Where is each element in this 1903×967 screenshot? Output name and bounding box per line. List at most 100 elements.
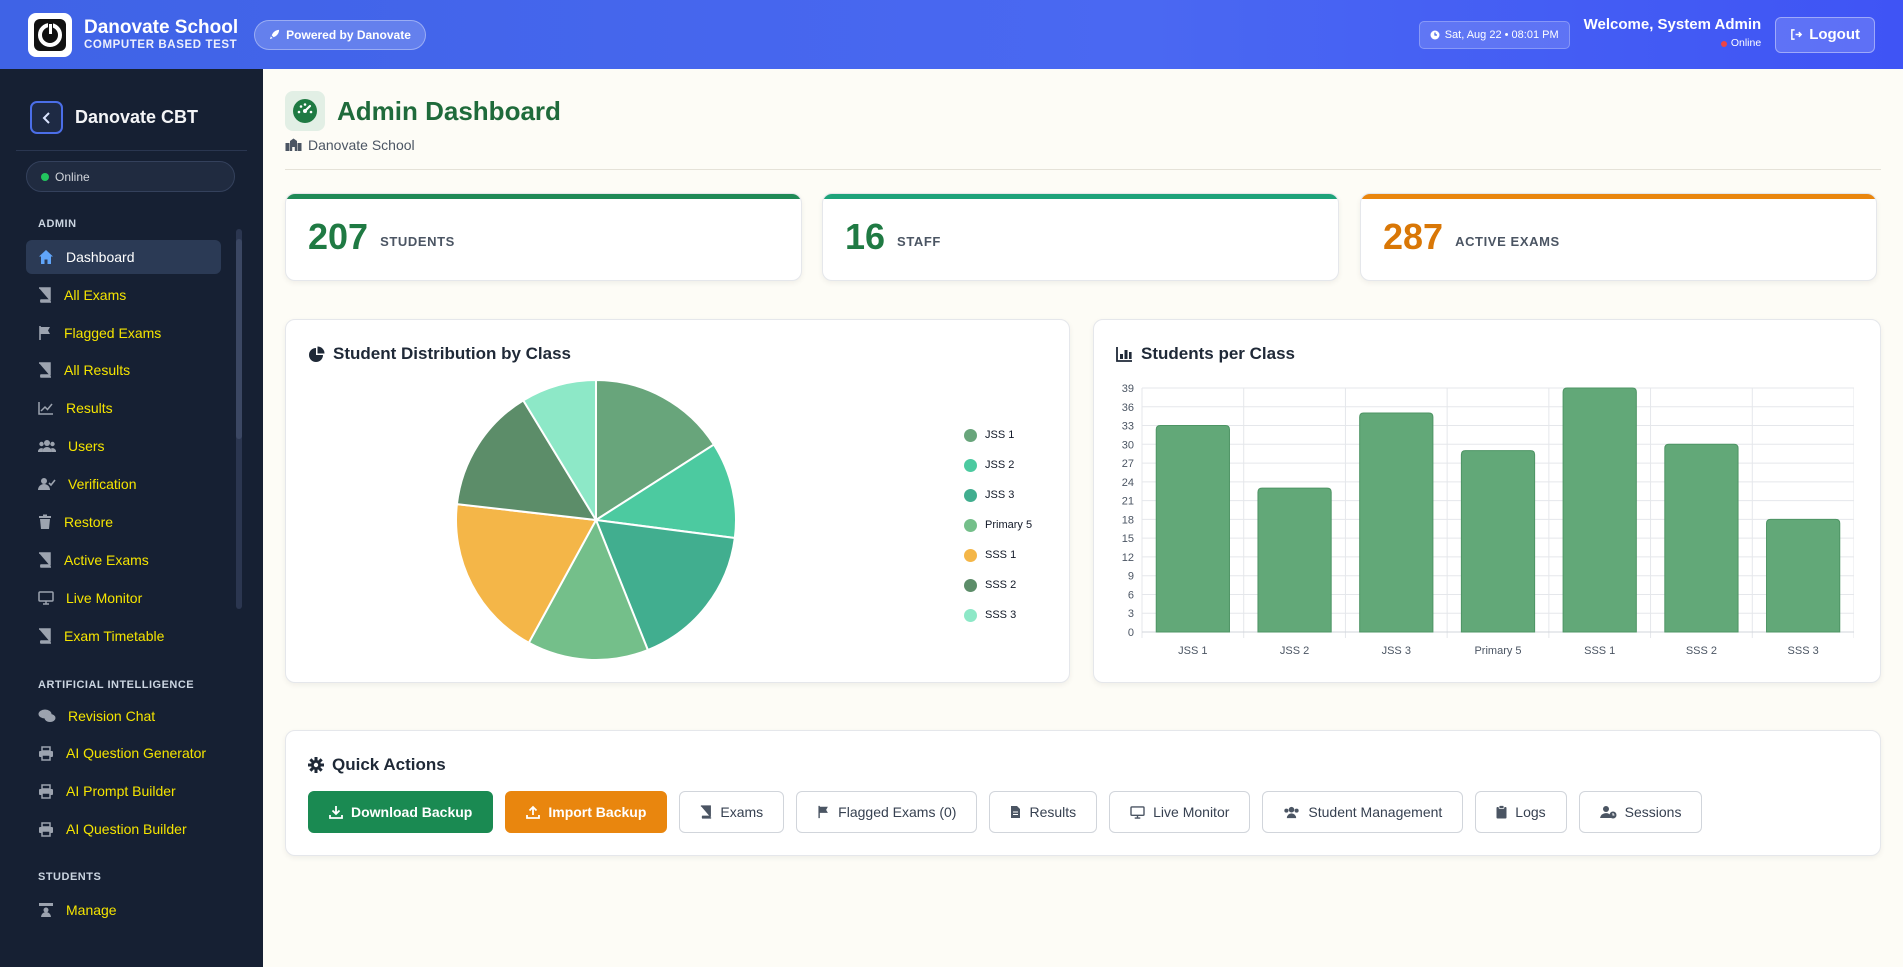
- student-management-button[interactable]: Student Management: [1262, 791, 1464, 833]
- sidebar-item-active-exams[interactable]: Active Exams: [26, 543, 221, 577]
- y-tick-label: 9: [1128, 571, 1134, 583]
- legend-swatch: [964, 488, 977, 502]
- sidebar-item-ai-prompt-builder[interactable]: AI Prompt Builder: [26, 774, 221, 808]
- sidebar-item-label: Manage: [66, 902, 117, 918]
- user-status: Online: [1720, 37, 1762, 50]
- bar: [1359, 412, 1434, 633]
- sidebar-item-label: AI Question Generator: [66, 745, 207, 761]
- sidebar-scroll-thumb[interactable]: [236, 239, 242, 439]
- legend-label: SSS 3: [985, 609, 1017, 621]
- stat-label: STUDENTS: [380, 233, 455, 249]
- sidebar-item-results[interactable]: Results: [26, 391, 221, 425]
- exams-button[interactable]: Exams: [679, 791, 785, 833]
- file-icon: [1011, 806, 1021, 818]
- button-label: Download Backup: [351, 804, 473, 820]
- sidebar-item-revision-chat[interactable]: Revision Chat: [26, 699, 221, 733]
- book-icon: [39, 287, 51, 303]
- section-ai: ARTIFICIAL INTELLIGENCE: [38, 679, 195, 691]
- sidebar-item-users[interactable]: Users: [26, 429, 221, 463]
- stat-value: 16: [845, 216, 886, 257]
- pie-slice: [527, 517, 650, 661]
- y-tick-label: 24: [1122, 477, 1134, 489]
- app-title: Danovate School: [84, 16, 239, 38]
- legend-item[interactable]: JSS 1: [964, 420, 1032, 450]
- flagged-exams-button[interactable]: Flagged Exams (0): [796, 791, 978, 833]
- stat-accent-bar: [823, 194, 1338, 199]
- teacher-icon: [39, 903, 53, 917]
- sidebar-item-label: Users: [68, 438, 105, 454]
- x-tick-label: SSS 2: [1686, 645, 1717, 657]
- sidebar: Danovate CBT Online ADMIN Dashboard All …: [0, 69, 263, 967]
- y-tick-label: 30: [1122, 439, 1134, 451]
- sidebar-item-ai-question-builder[interactable]: AI Question Builder: [26, 812, 221, 846]
- stat-card-staff: 16 STAFF: [822, 193, 1339, 281]
- x-tick-label: JSS 1: [1178, 645, 1207, 657]
- sidebar-item-label: Results: [66, 400, 113, 416]
- sidebar-item-live-monitor[interactable]: Live Monitor: [26, 581, 221, 615]
- sessions-button[interactable]: Sessions: [1578, 791, 1703, 833]
- user-status-text: Online: [1730, 37, 1762, 50]
- clock-icon: [1430, 30, 1440, 39]
- import-backup-button[interactable]: Import Backup: [505, 791, 668, 833]
- powered-badge[interactable]: Powered by Danovate: [254, 19, 426, 50]
- pie-slice: [594, 518, 736, 652]
- datetime-badge: Sat, Aug 22 • 08:01 PM: [1418, 20, 1570, 49]
- chevron-left-icon: [42, 111, 50, 124]
- sidebar-item-dashboard[interactable]: Dashboard: [26, 240, 221, 274]
- download-icon: [329, 806, 343, 819]
- logs-button[interactable]: Logs: [1475, 791, 1567, 833]
- sidebar-item-all-results[interactable]: All Results: [26, 353, 221, 387]
- bar: [1562, 387, 1637, 633]
- sidebar-item-ai-question-generator[interactable]: AI Question Generator: [26, 736, 221, 770]
- button-label: Live Monitor: [1153, 804, 1230, 820]
- download-backup-button[interactable]: Download Backup: [308, 791, 494, 833]
- legend-swatch: [964, 578, 977, 592]
- sidebar-item-all-exams[interactable]: All Exams: [26, 278, 221, 312]
- pie-chart-card: Student Distribution by Class JSS 1 JSS 2…: [285, 319, 1070, 683]
- sidebar-item-exam-timetable[interactable]: Exam Timetable: [26, 619, 221, 653]
- y-tick-label: 36: [1122, 402, 1134, 414]
- powered-label: Powered by Danovate: [286, 27, 411, 42]
- bar-chart-title: Students per Class: [1141, 344, 1295, 363]
- results-button[interactable]: Results: [989, 791, 1098, 833]
- logout-label: Logout: [1809, 26, 1860, 43]
- button-label: Results: [1029, 804, 1077, 820]
- sidebar-item-label: Restore: [64, 514, 114, 530]
- x-tick-label: JSS 3: [1382, 645, 1411, 657]
- sidebar-item-label: Verification: [68, 476, 137, 492]
- home-icon: [39, 250, 53, 264]
- live-monitor-button[interactable]: Live Monitor: [1109, 791, 1251, 833]
- legend-item[interactable]: SSS 2: [964, 570, 1032, 600]
- sidebar-item-manage[interactable]: Manage: [26, 893, 221, 927]
- main-content: Admin Dashboard Danovate School 207 STUD…: [263, 69, 1903, 967]
- top-bar: Danovate School COMPUTER BASED TEST Powe…: [0, 0, 1903, 69]
- legend-item[interactable]: SSS 1: [964, 540, 1032, 570]
- legend-label: JSS 3: [985, 489, 1015, 501]
- book-icon: [39, 628, 51, 644]
- stat-accent-bar: [286, 194, 801, 199]
- button-label: Logs: [1515, 804, 1546, 820]
- sidebar-item-flagged-exams[interactable]: Flagged Exams: [26, 316, 221, 350]
- x-tick-label: SSS 3: [1788, 645, 1819, 657]
- legend-item[interactable]: SSS 3: [964, 600, 1032, 630]
- sidebar-scrollbar[interactable]: [236, 229, 242, 609]
- sidebar-item-label: All Results: [64, 362, 131, 378]
- legend-item[interactable]: JSS 2: [964, 450, 1032, 480]
- button-label: Flagged Exams (0): [838, 804, 957, 820]
- stat-value: 207: [308, 216, 369, 257]
- sign-out-icon: [1791, 29, 1803, 40]
- sidebar-item-verification[interactable]: Verification: [26, 467, 221, 501]
- monitor-icon: [38, 591, 54, 605]
- sidebar-collapse-button[interactable]: [30, 101, 63, 134]
- users-icon: [1284, 806, 1300, 818]
- stat-card-active-exams: 287 ACTIVE EXAMS: [1360, 193, 1877, 281]
- legend-item[interactable]: Primary 5: [964, 510, 1032, 540]
- printer-icon: [39, 783, 53, 799]
- section-students: STUDENTS: [38, 871, 102, 883]
- legend-item[interactable]: JSS 3: [964, 480, 1032, 510]
- sidebar-item-restore[interactable]: Restore: [26, 505, 221, 539]
- sidebar-item-label: Live Monitor: [66, 590, 143, 606]
- book-icon: [39, 552, 51, 568]
- y-tick-label: 6: [1128, 589, 1134, 601]
- logout-button[interactable]: Logout: [1775, 16, 1875, 53]
